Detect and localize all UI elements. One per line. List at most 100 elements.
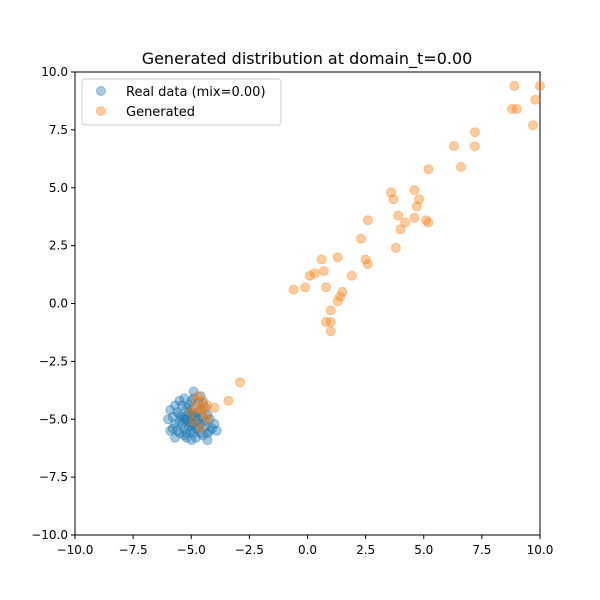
real-data-point-50 xyxy=(200,416,211,427)
real-data-point-55 xyxy=(193,414,204,425)
generated-point-7 xyxy=(469,141,480,152)
real-data-point-13 xyxy=(188,428,199,439)
real-data-point-6 xyxy=(195,418,206,429)
generated-point-43 xyxy=(235,377,246,388)
real-data-point-26 xyxy=(174,428,185,439)
legend-label-real: Real data (mix=0.00) xyxy=(126,85,266,100)
real-data-point-17 xyxy=(179,430,190,441)
real-data-point-7 xyxy=(179,423,190,434)
real-data-point-39 xyxy=(195,391,206,402)
generated-point-23 xyxy=(356,233,366,244)
real-data-point-38 xyxy=(179,393,190,404)
real-data-point-9 xyxy=(186,425,197,436)
y-tick-label-4: 0.0 xyxy=(49,297,68,311)
real-data-point-62 xyxy=(197,398,208,408)
x-tick-label-0: −10.0 xyxy=(57,543,94,557)
real-data-point-20 xyxy=(202,409,213,420)
generated-point-41 xyxy=(325,317,336,327)
real-data-point-22 xyxy=(176,400,187,411)
generated-point-11 xyxy=(409,185,420,196)
real-data-point-10 xyxy=(174,416,185,427)
generated-point-29 xyxy=(318,266,329,277)
legend-marker-generated xyxy=(96,106,106,116)
generated-point-44 xyxy=(223,395,234,406)
real-data-point-1 xyxy=(188,409,199,420)
real-data-point-8 xyxy=(193,407,204,418)
generated-point-25 xyxy=(332,252,343,263)
generated-point-46 xyxy=(202,400,213,411)
generated-point-6 xyxy=(469,127,480,138)
x-tick-label-2: −5.0 xyxy=(177,543,206,557)
generated-point-17 xyxy=(409,212,420,223)
generated-point-38 xyxy=(332,296,343,307)
generated-point-0 xyxy=(535,80,545,91)
real-data-point-65 xyxy=(181,411,192,422)
real-data-point-24 xyxy=(167,411,178,422)
x-tick-label-8: 10.0 xyxy=(527,543,554,557)
real-data-point-53 xyxy=(204,425,215,436)
real-data-point-63 xyxy=(170,432,180,443)
generated-point-52 xyxy=(200,409,211,420)
real-data-point-23 xyxy=(190,432,201,443)
generated-point-56 xyxy=(190,395,201,406)
generated-point-15 xyxy=(411,201,422,212)
generated-point-20 xyxy=(362,215,373,226)
real-data-point-64 xyxy=(202,435,213,446)
generated-point-22 xyxy=(395,224,406,235)
generated-point-33 xyxy=(300,282,311,293)
legend-label-generated: Generated xyxy=(126,105,195,120)
generated-point-54 xyxy=(188,416,199,427)
generated-point-51 xyxy=(186,407,197,418)
x-tick-label-5: 2.5 xyxy=(356,543,375,557)
real-data-point-15 xyxy=(200,421,211,432)
real-data-point-66 xyxy=(190,423,201,434)
real-data-point-28 xyxy=(181,432,192,443)
real-data-point-57 xyxy=(163,414,173,425)
real-data-point-44 xyxy=(186,409,197,420)
y-tick-label-3: −2.5 xyxy=(39,354,68,368)
real-data-point-41 xyxy=(190,411,201,422)
y-axis: −10.0 −7.5 −5.0 −2.5 0.0 2.5 5.0 7.5 10.0 xyxy=(31,65,75,542)
x-axis: −10.0 −7.5 −5.0 −2.5 0.0 2.5 5.0 7.5 10.0 xyxy=(57,535,554,557)
real-data-point-32 xyxy=(172,425,183,436)
generated-point-42 xyxy=(325,326,336,337)
real-data-point-40 xyxy=(183,416,194,427)
generated-point-34 xyxy=(288,284,299,295)
x-tick-label-3: −2.5 xyxy=(235,543,264,557)
real-data-point-2 xyxy=(183,421,194,432)
chart-title: Generated distribution at domain_t=0.00 xyxy=(142,49,473,69)
real-data-point-35 xyxy=(197,430,208,441)
x-tick-label-1: −7.5 xyxy=(119,543,148,557)
x-tick-label-4: 0.0 xyxy=(298,543,317,557)
y-tick-label-1: −7.5 xyxy=(39,470,68,484)
generated-point-24 xyxy=(390,242,401,253)
generated-point-9 xyxy=(456,161,466,172)
real-data-point-59 xyxy=(188,386,199,397)
legend-box xyxy=(81,78,282,126)
generated-point-8 xyxy=(449,141,459,152)
points-layer xyxy=(163,80,545,446)
generated-point-5 xyxy=(528,120,538,131)
real-data-point-29 xyxy=(200,402,211,413)
generated-point-19 xyxy=(423,217,434,228)
generated-point-28 xyxy=(362,259,373,270)
real-data-point-52 xyxy=(167,423,178,434)
real-data-point-45 xyxy=(181,428,192,439)
generated-point-49 xyxy=(190,402,201,413)
generated-point-36 xyxy=(337,286,348,297)
real-data-point-54 xyxy=(183,407,194,418)
real-data-point-18 xyxy=(195,428,206,439)
generated-point-53 xyxy=(202,414,213,425)
real-data-point-5 xyxy=(176,411,187,422)
real-data-point-67 xyxy=(186,414,197,425)
real-data-point-21 xyxy=(186,395,197,406)
real-data-point-3 xyxy=(190,416,201,427)
generated-point-12 xyxy=(386,187,397,198)
generated-point-16 xyxy=(393,210,404,221)
generated-point-50 xyxy=(195,405,206,415)
real-data-point-48 xyxy=(195,405,206,415)
generated-point-18 xyxy=(421,215,432,226)
real-data-point-46 xyxy=(188,418,199,429)
generated-point-27 xyxy=(360,254,371,265)
